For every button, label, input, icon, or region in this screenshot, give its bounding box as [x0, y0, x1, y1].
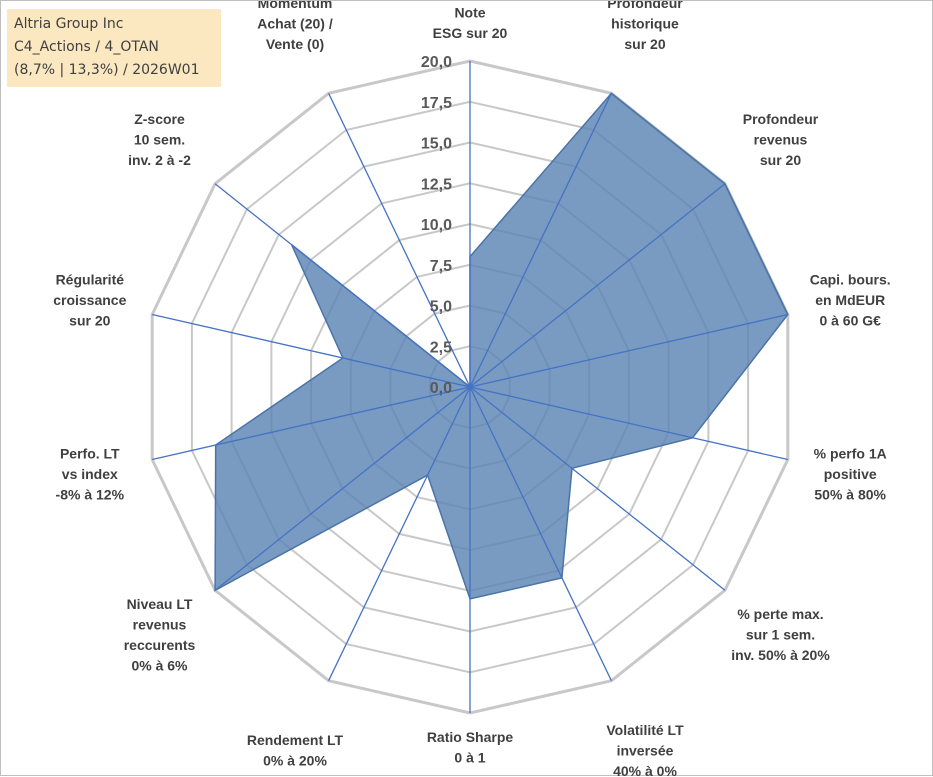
tick-label: 20,0 — [421, 54, 452, 71]
axis-label-line: sur 20 — [624, 36, 665, 52]
axis-label-line: 0 à 60 G€ — [819, 313, 881, 329]
axis-label-line: croissance — [53, 292, 126, 308]
axis-label-line: Achat (20) / — [257, 16, 333, 32]
series-polygon — [214, 92, 789, 600]
axis-label-line: sur 20 — [69, 313, 110, 329]
tick-label: 5,0 — [430, 299, 452, 316]
axis-label-12: Régularité croissance sur 20 — [53, 272, 126, 329]
tick-label: 15,0 — [421, 136, 452, 153]
axis-label-line: Vente (0) — [266, 36, 324, 52]
axis-label-line: Profondeur — [743, 111, 819, 127]
axis-spoke-11 — [152, 386, 471, 461]
tick-label: 12,5 — [421, 176, 452, 193]
tick-label: 7,5 — [430, 258, 452, 275]
axis-spoke-2 — [469, 93, 612, 388]
axis-label-4: Capi. bours. en MdEUR 0 à 60 G€ — [810, 272, 891, 329]
tick-label: 2,5 — [430, 339, 452, 356]
performance-week: (8,7% | 13,3%) / 2026W01 — [14, 62, 200, 78]
axis-label-line: Ratio Sharpe — [427, 729, 514, 745]
category-path: C4_Actions / 4_OTAN — [14, 39, 159, 55]
axis-labels: Note ESG sur 20 Profondeur historique sur 20… — [53, 1, 890, 777]
axis-label-line: Note — [454, 5, 485, 21]
axis-label-line: 0% à 6% — [131, 657, 188, 673]
axis-label-line: Rendement LT — [247, 732, 344, 748]
axis-label-line: historique — [611, 16, 679, 32]
axis-spoke-14 — [328, 93, 471, 388]
axis-spoke-5 — [469, 386, 788, 461]
axis-label-line: % perte max. — [737, 606, 823, 622]
axis-spoke-4 — [469, 313, 788, 388]
axis-label-line: 10 sem. — [134, 131, 185, 147]
axis-label-line: -8% à 12% — [56, 486, 125, 502]
axis-label-line: en MdEUR — [815, 292, 885, 308]
axis-label-line: Momentum — [258, 1, 333, 11]
axis-spoke-10 — [214, 386, 471, 591]
radial-tick-labels: 0,0 2,5 5,0 7,5 10,0 12,5 15,0 17,5 20,0 — [421, 54, 452, 397]
axis-spokes — [152, 61, 788, 713]
tick-label: 0,0 — [430, 380, 452, 397]
axis-label-3: Profondeur revenus sur 20 — [743, 111, 819, 168]
axis-label-line: ESG sur 20 — [433, 25, 508, 41]
axis-label-6: % perte max. sur 1 sem. inv. 50% à 20% — [731, 606, 830, 663]
axis-spoke-12 — [152, 313, 471, 388]
axis-label-8: Ratio Sharpe 0 à 1 — [427, 729, 514, 766]
axis-label-line: inv. 50% à 20% — [731, 647, 830, 663]
axis-spoke-9 — [328, 386, 471, 681]
axis-label-line: Régularité — [56, 272, 125, 288]
axis-label-line: sur 1 sem. — [746, 627, 815, 643]
axis-label-5: % perfo 1A positive 50% à 80% — [814, 445, 887, 502]
axis-label-line: 0 à 1 — [454, 750, 485, 766]
axis-label-line: 40% à 0% — [613, 763, 677, 777]
axis-label-line: sur 20 — [760, 152, 801, 168]
axis-label-line: Perfo. LT — [60, 445, 120, 461]
axis-label-line: 50% à 80% — [814, 486, 886, 502]
axis-label-1: Note ESG sur 20 — [433, 5, 508, 42]
axis-label-line: positive — [824, 466, 877, 482]
tick-label: 10,0 — [421, 217, 452, 234]
axis-label-9: Rendement LT 0% à 20% — [247, 732, 344, 769]
axis-label-10: Niveau LT revenus reccurents 0% à 6% — [124, 596, 196, 674]
axis-label-line: inv. 2 à -2 — [128, 152, 191, 168]
axis-spoke-6 — [469, 386, 726, 591]
axis-label-11: Perfo. LT vs index -8% à 12% — [56, 445, 125, 502]
axis-label-line: reccurents — [124, 637, 196, 653]
company-name: Altria Group Inc — [14, 16, 124, 32]
axis-label-7: Volatilité LT inversée 40% à 0% — [606, 722, 684, 777]
axis-label-line: inversée — [617, 742, 674, 758]
axis-label-14: Momentum Achat (20) / Vente (0) — [257, 1, 333, 52]
tick-label: 17,5 — [421, 95, 452, 112]
axis-spoke-3 — [469, 183, 726, 388]
axis-label-line: vs index — [62, 466, 118, 482]
info-box: Altria Group Inc C4_Actions / 4_OTAN (8,… — [7, 9, 221, 87]
axis-label-line: % perfo 1A — [814, 445, 887, 461]
axis-spoke-7 — [469, 386, 612, 681]
axis-label-line: revenus — [133, 616, 187, 632]
axis-label-line: Z-score — [134, 111, 185, 127]
axis-label-13: Z-score 10 sem. inv. 2 à -2 — [128, 111, 191, 168]
series-area — [214, 92, 789, 600]
axis-label-line: Volatilité LT — [606, 722, 684, 738]
axis-label-line: Profondeur — [607, 1, 683, 11]
axis-label-line: Niveau LT — [127, 596, 193, 612]
axis-label-2: Profondeur historique sur 20 — [607, 1, 683, 52]
axis-label-line: Capi. bours. — [810, 272, 891, 288]
axis-label-line: revenus — [754, 131, 808, 147]
axis-spoke-13 — [214, 183, 471, 388]
axis-label-line: 0% à 20% — [263, 753, 327, 769]
